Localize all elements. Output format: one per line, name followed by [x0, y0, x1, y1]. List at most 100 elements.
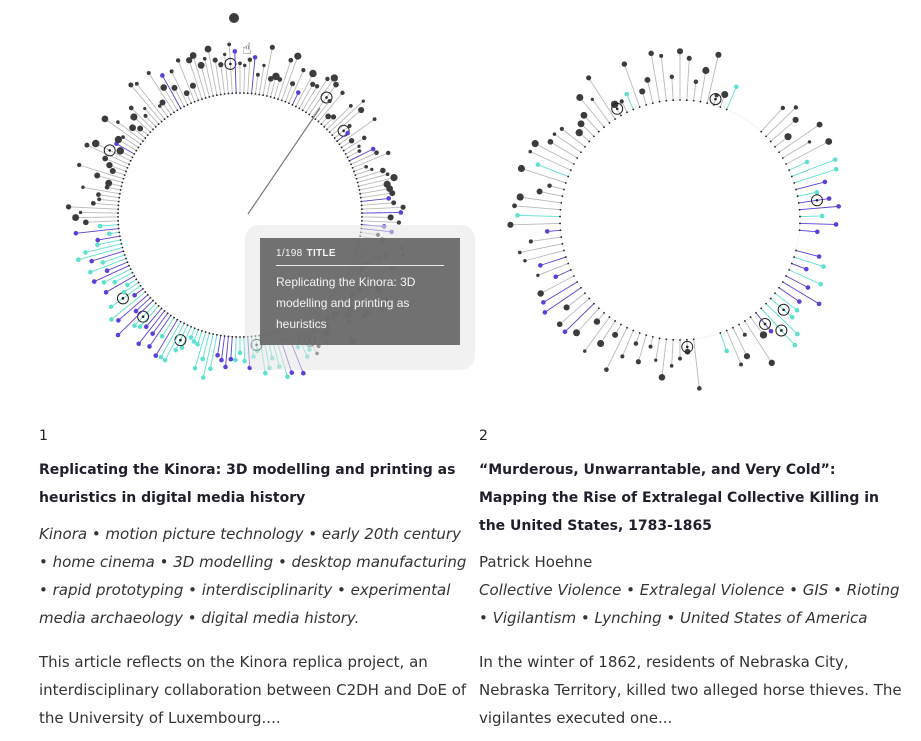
entry-base — [738, 323, 740, 326]
entry-base — [749, 316, 752, 318]
entry-stem — [795, 250, 820, 257]
entry-stem — [554, 133, 582, 153]
article-title[interactable]: Replicating the Kinora: 3D modelling and… — [39, 462, 456, 506]
entry-base — [638, 106, 641, 108]
entry-base — [128, 264, 130, 267]
entry-base — [781, 281, 784, 283]
entry-base — [356, 181, 359, 184]
entry-dot — [263, 370, 268, 376]
entry-dot — [289, 370, 295, 375]
entry-dot — [348, 104, 353, 108]
entry-base — [760, 130, 763, 133]
entry-base — [361, 216, 363, 218]
entry-dot — [147, 344, 152, 349]
entry-base — [305, 111, 307, 114]
highlight-ring-dot — [179, 338, 182, 342]
article-title[interactable]: “Murderous, Unwarrantable, and Very Cold… — [479, 462, 879, 534]
entry-base — [117, 216, 119, 218]
entry-dot — [195, 342, 200, 347]
entry-dot — [215, 352, 220, 358]
entry-stem — [358, 177, 395, 187]
entry-stem — [103, 268, 131, 283]
entry-stem — [247, 59, 251, 94]
entry-base — [123, 254, 126, 256]
entry-stem — [799, 215, 823, 218]
entry-base — [785, 163, 788, 165]
entry-dot — [536, 273, 540, 277]
entry-dot — [255, 72, 260, 77]
entry-base — [620, 323, 622, 326]
entry-dot — [97, 197, 102, 202]
highlight-ring — [758, 317, 771, 330]
entry-dot — [277, 77, 283, 82]
entry-stem — [82, 186, 120, 195]
entry-dot — [768, 329, 774, 334]
entry-base — [246, 92, 249, 95]
entry-stem — [262, 47, 273, 96]
entry-base — [567, 262, 570, 265]
entry-stem — [360, 188, 390, 195]
entry-stem — [353, 166, 367, 172]
entry-dot — [792, 116, 799, 123]
entry-stem — [765, 303, 798, 335]
entry-base — [651, 102, 654, 105]
entry-base — [320, 123, 323, 125]
entry-dot — [121, 289, 127, 295]
article-card-1[interactable]: 1/198 TITLE Replicating the Kinora: 3D mo… — [0, 0, 475, 741]
entry-stem — [782, 141, 810, 159]
article-2-radial-visualization[interactable] — [440, 0, 920, 405]
entry-base — [137, 146, 140, 149]
entry-base — [166, 312, 169, 315]
entry-dot — [262, 63, 266, 68]
entry-dot — [105, 179, 113, 187]
entry-dot — [223, 364, 228, 370]
entry-base — [560, 236, 563, 238]
entry-dot — [121, 135, 125, 140]
entry-stem — [671, 339, 674, 366]
entry-base — [212, 333, 215, 335]
entry-base — [133, 275, 136, 277]
entry-stem — [163, 87, 178, 111]
entry-dot — [233, 357, 238, 363]
entry-stem — [86, 144, 130, 165]
entry-dot — [575, 129, 583, 137]
entry-dot — [759, 331, 768, 339]
entry-base — [778, 151, 780, 154]
entry-stem — [671, 76, 674, 101]
entry-base — [357, 185, 360, 188]
entry-base — [620, 114, 622, 117]
entry-stem — [94, 265, 130, 282]
entry-stem — [650, 53, 660, 102]
entry-stem — [152, 312, 169, 334]
entry-base — [142, 287, 144, 290]
entry-stem — [258, 65, 265, 95]
highlight-ring-dot — [325, 96, 328, 99]
entry-dot — [116, 147, 125, 155]
entry-dot — [301, 370, 306, 376]
entry-base — [176, 109, 179, 112]
entry-base — [774, 145, 776, 148]
entry-dot — [116, 318, 121, 323]
entry-dot — [132, 292, 137, 298]
entry-stem — [281, 55, 299, 101]
entry-stem — [266, 78, 272, 97]
entry-dot — [659, 53, 664, 58]
article-abstract: In the winter of 1862, residents of Nebr… — [479, 653, 902, 727]
entry-dot — [192, 365, 198, 371]
entry-dot — [132, 323, 137, 328]
entry-dot — [593, 318, 601, 325]
highlight-ring — [103, 144, 116, 157]
entry-base — [559, 229, 562, 232]
entry-base — [790, 175, 793, 178]
entry-base — [732, 326, 734, 329]
article-card-2[interactable]: 2 “Murderous, Unwarrantable, and Very Co… — [440, 0, 902, 741]
entry-stem — [111, 291, 146, 320]
entry-dot — [387, 214, 394, 221]
entry-base — [692, 338, 695, 341]
entry-stem — [174, 87, 185, 107]
entry-dot — [143, 106, 147, 111]
entry-stem — [360, 192, 393, 199]
entry-base — [328, 131, 331, 134]
entry-dot — [191, 339, 197, 344]
entry-dot — [137, 125, 144, 132]
